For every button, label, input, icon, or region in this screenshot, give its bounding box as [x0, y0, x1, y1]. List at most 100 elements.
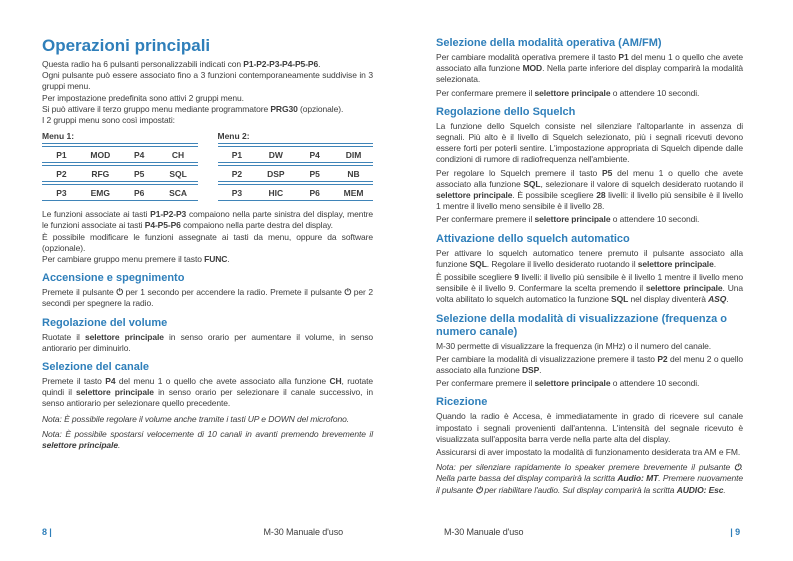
text-segment: È possibile scegliere — [436, 272, 515, 283]
text-segment: . — [723, 484, 726, 495]
paragraph: Premete il tasto P4 del menu 1 o quello … — [42, 376, 373, 410]
section-regolazione-squelch: Regolazione dello Squelch La funzione de… — [436, 106, 743, 226]
text-segment: Per confermare premere il — [436, 378, 535, 389]
text-segment: livelli: il livello più sensibile è il l… — [436, 272, 743, 294]
text-segment: Le funzioni associate ai tasti — [42, 209, 151, 220]
text-segment: selettore principale — [645, 283, 723, 294]
section-heading: Selezione del canale — [42, 361, 149, 374]
text-segment: . È possibile scegliere — [512, 190, 597, 201]
menu-table-cell: P3 — [56, 187, 67, 198]
text-segment: . — [726, 294, 729, 305]
text-segment: , ruotate quindi il — [42, 376, 373, 398]
text-segment: P1-P2-P3-P4-P5-P6 — [243, 59, 319, 69]
section-heading: Selezione della modalità operativa (AM/F… — [436, 37, 662, 49]
menu-1-rows: P1 MOD P4 CH P2 RFG P5 SQL P3 EMG P6 SCA — [42, 146, 198, 202]
text-segment: Nota: È possibile regolare il volume anc… — [42, 413, 349, 424]
paragraph: Le funzioni associate ai tasti P1-P2-P3 … — [42, 209, 373, 231]
paragraph: Si può attivare il terzo gruppo menu med… — [42, 104, 373, 115]
text-segment: del menu 1 o quello che avete associato … — [115, 376, 330, 387]
section-accensione-e-spegnimento: Accensione e spegnimento Premete il puls… — [42, 272, 373, 309]
text-segment: ⏻ — [116, 287, 123, 298]
paragraph: Questa radio ha 6 pulsanti personalizzab… — [42, 59, 373, 70]
text-segment: AUDIO: Esc — [676, 484, 724, 495]
text-segment: Per attivare lo squelch automatico tener… — [436, 247, 743, 269]
text-segment: FUNC — [204, 254, 228, 265]
text-segment: Si può attivare il terzo gruppo menu med… — [42, 103, 271, 114]
section-selezione-del-canale: Selezione del canale Premete il tasto P4… — [42, 361, 373, 451]
section-selezione-modalita-operativa: Selezione della modalità operativa (AM/F… — [436, 37, 743, 99]
menu-table-cell: NB — [347, 168, 360, 179]
section-heading: Ricezione — [436, 396, 488, 409]
text-segment: selettore principale — [42, 440, 118, 451]
text-segment: È possibile modificare le funzioni asseg… — [42, 231, 373, 253]
section-heading: Attivazione dello squelch automatico — [436, 232, 630, 245]
after-tables-block: Le funzioni associate ai tasti P1-P2-P3 … — [42, 209, 373, 265]
paragraph: Ogni pulsante può essere associato fino … — [42, 70, 373, 92]
menu-table-cell: MOD — [90, 149, 111, 160]
paragraph: Premete il pulsante ⏻ per 1 secondo per … — [42, 287, 373, 309]
paragraph: La funzione dello Squelch consiste nel s… — [436, 121, 743, 166]
menu-table-cell: RFG — [91, 168, 110, 179]
paragraph: Per cambiare la modalità di visualizzazi… — [436, 354, 743, 376]
footer-right-page: M-30 Manuale d'uso | 9 — [436, 527, 740, 537]
menu-table-cell: P1 — [231, 149, 243, 160]
text-segment: selettore principale — [637, 258, 714, 269]
paragraph: Per cambiare gruppo menu premere il tast… — [42, 254, 373, 265]
text-segment: SQL — [523, 178, 541, 189]
menu-table-cell: MEM — [343, 187, 364, 198]
section-regolazione-del-volume: Regolazione del volume Ruotate il selett… — [42, 317, 373, 354]
text-segment: o attendere 10 secondi. — [610, 214, 700, 225]
text-segment: PRG30 — [270, 103, 298, 114]
menu-table-row: P2 RFG P5 SQL — [42, 165, 198, 183]
text-segment: Per cambiare gruppo menu premere il tast… — [42, 254, 205, 265]
paragraph: Assicurarsi di aver impostato la modalit… — [436, 447, 743, 458]
page-left: Operazioni principali Questa radio ha 6 … — [42, 36, 373, 453]
menu-table-cell: P6 — [133, 187, 145, 198]
text-segment: Per confermare premere il — [436, 87, 535, 98]
text-segment: , selezionare il valore di squelch desid… — [540, 178, 744, 189]
menu-table-cell: P6 — [309, 187, 320, 198]
paragraph: Per confermare premere il selettore prin… — [436, 378, 743, 389]
text-segment: 28 — [596, 190, 606, 201]
section-modalita-visualizzazione: Selezione della modalità di visualizzazi… — [436, 313, 743, 390]
text-segment: . — [539, 365, 542, 376]
text-segment: . — [227, 254, 230, 265]
text-segment: Quando la radio è Accesa, è immediatamen… — [436, 411, 743, 444]
text-segment: . Una volta abilitato lo squelch automat… — [436, 283, 743, 305]
text-segment: P1-P2-P3 — [150, 209, 187, 220]
text-segment: P1 — [618, 52, 629, 62]
paragraph: Per confermare premere il selettore prin… — [436, 214, 743, 225]
page-number: 8 | — [42, 527, 52, 537]
menu-2-label: Menu 2: — [217, 131, 373, 145]
paragraph: M-30 permette di visualizzare la frequen… — [436, 341, 743, 352]
footer-doc-title: M-30 Manuale d'uso — [444, 527, 524, 537]
text-segment: nel display diventerà — [628, 294, 709, 305]
text-segment: o attendere 10 secondi. — [610, 378, 700, 389]
paragraph: Per regolare lo Squelch premere il tasto… — [436, 168, 743, 213]
note: Nota: per silenziare rapidamente lo spea… — [436, 462, 743, 496]
text-segment: Nota: per silenziare rapidamente lo spea… — [436, 462, 735, 473]
text-segment: per 2 secondi per spegnere la radio. — [42, 287, 374, 309]
text-segment: . Nella parte bassa del display comparir… — [436, 462, 743, 484]
note: Nota: È possibile spostarsi velocemente … — [42, 429, 373, 451]
text-segment: P5 — [602, 167, 613, 178]
text-segment: SQL — [469, 258, 487, 269]
text-segment: Ogni pulsante può essere associato fino … — [42, 70, 373, 92]
text-segment: I 2 gruppi menu sono così impostati: — [42, 115, 175, 126]
text-segment: MOD — [522, 63, 543, 74]
paragraph: Per confermare premere il selettore prin… — [436, 88, 743, 99]
text-segment: . Premere nuovamente il pulsante — [436, 473, 743, 495]
text-segment: selettore principale — [84, 331, 164, 342]
text-segment: compaiono nella parte destra del display… — [180, 220, 333, 231]
text-segment: o attendere 10 secondi. — [610, 87, 700, 98]
text-segment: Audio: MT — [617, 473, 659, 484]
text-segment: ⏻ — [344, 287, 352, 298]
menu-table-cell: P5 — [133, 168, 145, 179]
text-segment: Premete il pulsante — [42, 287, 117, 298]
menu-tables: Menu 1: P1 MOD P4 CH P2 RFG P5 SQL P3 EMG P6 SCA Me… — [42, 131, 373, 203]
text-segment: . — [318, 59, 321, 69]
text-segment: del menu 2 o quello associato alla funzi… — [436, 353, 743, 376]
text-segment: Per cambiare modalità operativa premere … — [436, 52, 619, 62]
text-segment: Premete il tasto — [42, 376, 106, 387]
footer-doc-title: M-30 Manuale d'uso — [263, 527, 344, 537]
